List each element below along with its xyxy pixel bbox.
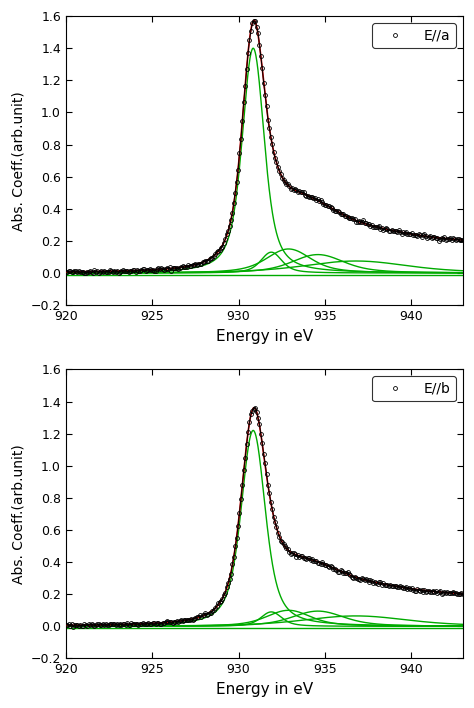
E//b — [126, 621, 131, 629]
Y-axis label: Abs. Coeff.(arb.unit): Abs. Coeff.(arb.unit) — [11, 91, 25, 231]
E//b — [70, 622, 76, 631]
E//a — [292, 185, 298, 194]
Line: E//a: E//a — [64, 19, 465, 275]
E//b — [396, 583, 401, 591]
E//a — [82, 269, 87, 278]
E//a — [63, 268, 69, 276]
E//b — [252, 404, 258, 412]
Y-axis label: Abs. Coeff.(arb.unit): Abs. Coeff.(arb.unit) — [11, 444, 25, 584]
E//a — [126, 268, 131, 276]
Legend: E//a: E//a — [373, 23, 456, 48]
E//a — [396, 226, 401, 234]
E//b — [256, 420, 262, 428]
E//a — [460, 236, 466, 244]
Line: E//b: E//b — [64, 406, 465, 629]
E//b — [63, 621, 69, 629]
E//b — [393, 582, 399, 590]
E//a — [256, 40, 262, 49]
Legend: E//b: E//b — [372, 377, 456, 401]
X-axis label: Energy in eV: Energy in eV — [216, 329, 313, 343]
E//a — [310, 194, 316, 202]
E//b — [292, 550, 298, 559]
X-axis label: Energy in eV: Energy in eV — [216, 682, 313, 697]
E//a — [393, 227, 399, 236]
E//b — [310, 556, 316, 565]
E//b — [460, 590, 466, 598]
E//a — [252, 17, 258, 25]
